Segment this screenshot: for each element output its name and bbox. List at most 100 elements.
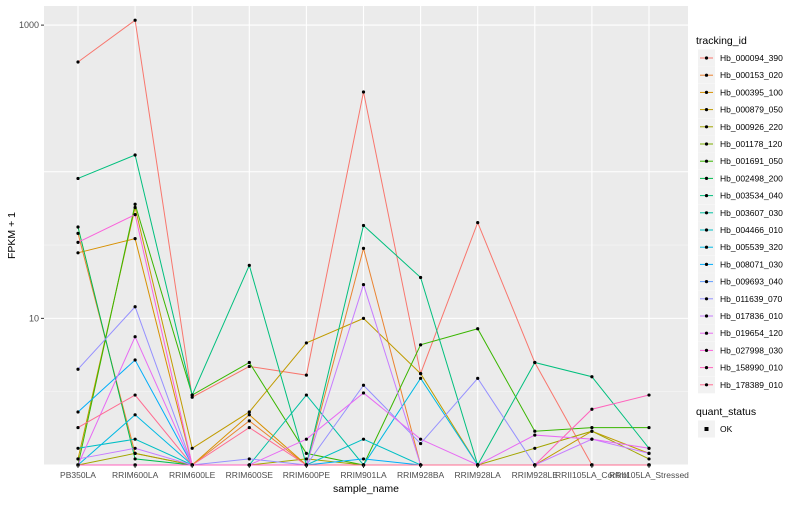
legend-label: Hb_001178_120 bbox=[720, 139, 783, 149]
data-point bbox=[476, 327, 480, 331]
y-axis-title: FPKM + 1 bbox=[6, 212, 18, 259]
data-point bbox=[133, 457, 137, 461]
legend-title: quant_status bbox=[696, 406, 756, 418]
x-tick-label: RRIM600LA bbox=[112, 470, 159, 480]
data-point bbox=[361, 383, 366, 387]
data-point bbox=[247, 410, 251, 414]
x-tick-label: RRIM600LE bbox=[169, 470, 216, 480]
data-point bbox=[133, 446, 137, 450]
data-point bbox=[419, 275, 423, 280]
data-point bbox=[647, 425, 651, 430]
legend-label: Hb_000926_220 bbox=[720, 122, 783, 132]
data-point bbox=[533, 360, 537, 365]
data-point bbox=[190, 393, 194, 397]
data-point bbox=[76, 410, 80, 414]
data-point bbox=[133, 413, 137, 417]
legend-point bbox=[704, 125, 709, 129]
legend-label: Hb_000879_050 bbox=[720, 105, 783, 115]
legend-point bbox=[704, 211, 709, 215]
legend-point bbox=[704, 427, 709, 431]
data-point bbox=[133, 205, 137, 210]
data-point bbox=[647, 446, 651, 450]
x-axis-ticks: PB350LA RRIM600LA RRIM600LE RRIM600SE RRIM60… bbox=[60, 465, 689, 480]
x-tick-label: RRIM928BA bbox=[397, 470, 445, 480]
data-point bbox=[533, 433, 537, 437]
data-point bbox=[133, 358, 137, 362]
legend-point bbox=[704, 73, 709, 77]
x-tick-label: RRIM928LE bbox=[512, 470, 559, 480]
data-point bbox=[76, 60, 80, 64]
data-point bbox=[133, 213, 137, 217]
legend-label: Hb_178389_010 bbox=[720, 380, 783, 390]
data-point bbox=[133, 393, 137, 397]
data-point bbox=[133, 305, 137, 309]
data-point bbox=[247, 425, 251, 430]
data-point bbox=[304, 341, 308, 345]
legend-label: Hb_019654_120 bbox=[720, 328, 783, 338]
data-point bbox=[76, 457, 80, 461]
legend-point bbox=[704, 348, 709, 352]
data-point bbox=[247, 413, 251, 417]
data-point bbox=[76, 367, 80, 371]
plot-panel bbox=[44, 6, 688, 465]
data-point bbox=[419, 343, 423, 347]
legend-point bbox=[704, 383, 709, 387]
legend-label: Hb_003534_040 bbox=[720, 191, 783, 201]
legend-label: Hb_011639_070 bbox=[720, 294, 783, 304]
data-point bbox=[304, 373, 308, 377]
data-point bbox=[190, 446, 194, 450]
legend-point bbox=[704, 297, 709, 301]
data-point bbox=[76, 446, 80, 450]
y-tick-label: 10 bbox=[29, 313, 39, 323]
data-point bbox=[76, 240, 80, 244]
data-point bbox=[419, 376, 423, 380]
legend-point bbox=[704, 176, 709, 180]
y-tick-label: 1000 bbox=[19, 20, 39, 30]
data-point bbox=[590, 407, 594, 411]
legend-title: tracking_id bbox=[696, 35, 747, 47]
data-point bbox=[133, 437, 137, 441]
data-point bbox=[590, 437, 594, 441]
legend-label: Hb_000153_020 bbox=[720, 70, 783, 80]
data-point bbox=[76, 176, 80, 181]
legend-label: Hb_004466_010 bbox=[720, 225, 783, 235]
y-axis-ticks: 10 1000 bbox=[19, 20, 44, 323]
legend-point bbox=[704, 56, 709, 60]
data-point bbox=[247, 457, 251, 461]
data-point bbox=[133, 202, 137, 206]
data-point bbox=[590, 375, 594, 379]
legend-label: Hb_027998_030 bbox=[720, 345, 783, 355]
x-tick-label: RRIM928LA bbox=[455, 470, 502, 480]
data-point bbox=[76, 425, 80, 430]
legend-point bbox=[704, 280, 709, 284]
data-point bbox=[133, 335, 137, 339]
data-point bbox=[133, 153, 137, 157]
data-point bbox=[133, 236, 137, 241]
legend-label: Hb_009693_040 bbox=[720, 277, 783, 287]
x-tick-label: RRIM600SE bbox=[226, 470, 274, 480]
data-point bbox=[419, 372, 423, 376]
legend-point bbox=[704, 108, 709, 112]
x-axis-title: sample_name bbox=[333, 483, 399, 495]
legend-label: Hb_158990_010 bbox=[720, 363, 783, 373]
legend-point bbox=[704, 366, 709, 370]
legend-point bbox=[704, 159, 709, 163]
data-point bbox=[647, 451, 651, 455]
data-point bbox=[361, 282, 366, 287]
data-point bbox=[361, 457, 366, 461]
data-point bbox=[304, 393, 308, 397]
legend-label: Hb_001691_050 bbox=[720, 156, 783, 166]
legend-label: Hb_000094_390 bbox=[720, 53, 783, 63]
legend-point bbox=[704, 90, 709, 94]
data-point bbox=[247, 263, 251, 267]
data-point bbox=[361, 391, 366, 395]
data-point bbox=[247, 360, 251, 365]
legend-point bbox=[704, 228, 709, 232]
data-point bbox=[419, 437, 423, 441]
legend-label: Hb_002498_200 bbox=[720, 173, 783, 183]
legend-label: Hb_003607_030 bbox=[720, 208, 783, 218]
data-point bbox=[590, 429, 594, 433]
data-point bbox=[247, 364, 251, 369]
data-point bbox=[247, 419, 251, 423]
